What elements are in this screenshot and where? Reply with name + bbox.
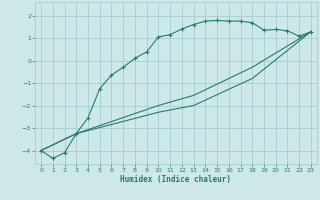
X-axis label: Humidex (Indice chaleur): Humidex (Indice chaleur) bbox=[121, 175, 231, 184]
